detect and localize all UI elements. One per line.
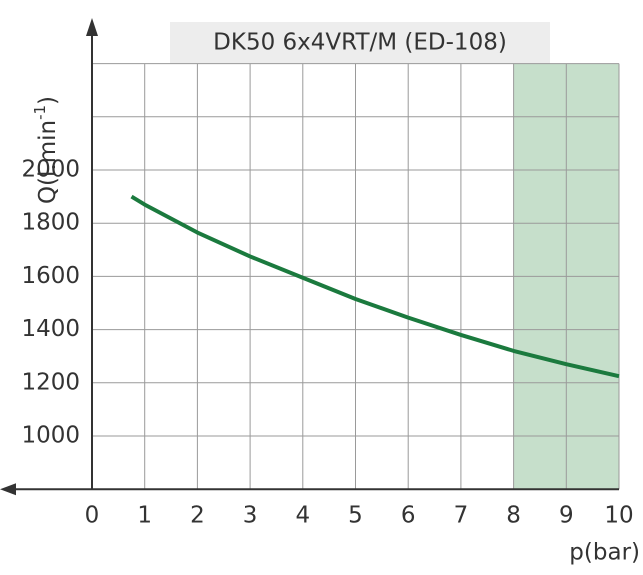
- y-axis-label: Q(l.min-1): [31, 96, 61, 204]
- y-label-main: Q(l.min: [35, 120, 61, 204]
- x-tick-label: 7: [454, 503, 469, 529]
- x-tick-label: 2: [190, 503, 205, 529]
- y-tick-label: 1600: [21, 263, 80, 289]
- y-tick-label: 1400: [21, 316, 80, 342]
- x-tick-label: 9: [559, 503, 574, 529]
- y-tick-label: 1000: [21, 423, 80, 449]
- x-tick-label: 4: [295, 503, 310, 529]
- x-tick-label: 3: [243, 503, 258, 529]
- x-tick-label: 8: [506, 503, 521, 529]
- x-axis-label: p(bar): [569, 540, 640, 566]
- y-tick-label: 2000: [21, 157, 80, 183]
- x-axis-arrow: [0, 483, 16, 496]
- y-label-sup: -1: [31, 105, 49, 120]
- series-line: [130, 194, 620, 379]
- x-tick-label: 1: [137, 503, 152, 529]
- y-tick-label: 1200: [21, 369, 80, 395]
- x-tick-label: 6: [401, 503, 416, 529]
- chart-title: DK50 6x4VRT/M (ED-108): [213, 30, 507, 56]
- x-tick-label: 0: [85, 503, 100, 529]
- x-tick-label: 10: [604, 503, 633, 529]
- y-tick-label: 1800: [21, 210, 80, 236]
- x-tick-label: 5: [348, 503, 363, 529]
- y-axis-arrow: [86, 18, 98, 36]
- title-box: [170, 22, 550, 64]
- y-label-end: ): [35, 96, 61, 105]
